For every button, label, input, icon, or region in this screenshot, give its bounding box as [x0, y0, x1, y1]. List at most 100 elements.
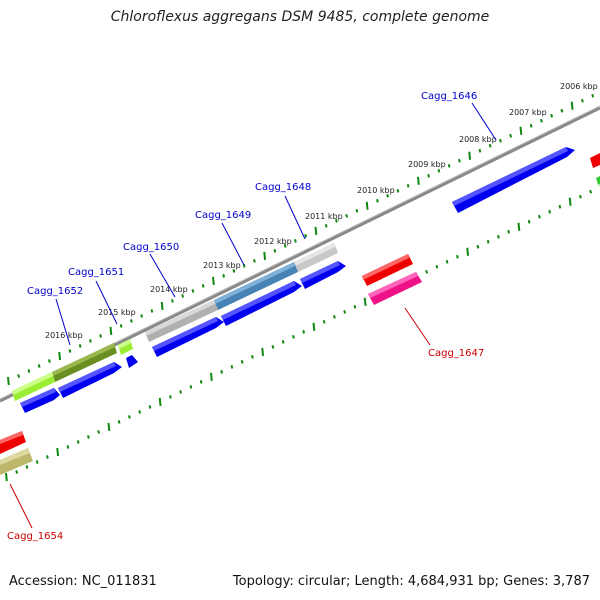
- outer-minor-tick: [591, 93, 595, 98]
- gene-red-left-edge[interactable]: [0, 431, 26, 454]
- outer-major-tick: [314, 226, 318, 235]
- inner-minor-tick: [486, 239, 490, 244]
- label-cagg-1654[interactable]: Cagg_1654: [7, 531, 63, 542]
- inner-minor-tick: [497, 234, 500, 239]
- outer-major-tick: [212, 276, 215, 285]
- gene-cagg-1654[interactable]: [0, 448, 33, 475]
- inner-major-tick: [107, 422, 111, 432]
- ruler-label-2016: 2016 kbp: [45, 331, 83, 340]
- outer-minor-tick: [78, 344, 82, 348]
- gene-blue-1649-forward[interactable]: [152, 317, 224, 357]
- inner-minor-tick: [476, 244, 480, 249]
- inner-minor-tick: [169, 395, 172, 399]
- inner-major-tick: [210, 372, 213, 381]
- outer-minor-tick: [509, 133, 513, 138]
- gene-blue-1647-forward[interactable]: [300, 261, 346, 289]
- ruler-label-2012: 2012 kbp: [254, 237, 292, 246]
- outer-minor-tick: [191, 289, 195, 293]
- leader-cagg-1646: [471, 102, 497, 141]
- gene-edge-red-top[interactable]: [590, 153, 600, 168]
- outer-minor-tick: [253, 259, 256, 263]
- inner-major-tick: [158, 397, 162, 407]
- label-cagg-1646[interactable]: Cagg_1646: [421, 91, 477, 102]
- outer-minor-tick: [283, 244, 287, 248]
- inner-minor-tick: [46, 455, 49, 459]
- gene-cagg-1649[interactable]: [214, 262, 298, 310]
- label-cagg-1647[interactable]: Cagg_1647: [428, 348, 484, 359]
- outer-major-tick: [519, 126, 523, 135]
- inner-minor-tick: [589, 189, 593, 194]
- outer-major-tick: [263, 251, 267, 260]
- inner-minor-tick: [179, 390, 183, 394]
- outer-major-tick: [109, 326, 113, 336]
- outer-major-tick: [417, 176, 420, 185]
- outer-minor-tick: [581, 98, 584, 103]
- inner-minor-tick: [199, 380, 203, 384]
- outer-minor-tick: [17, 374, 21, 378]
- outer-major-tick: [160, 301, 164, 311]
- ruler-label-2007: 2007 kbp: [509, 108, 547, 117]
- inner-minor-tick: [353, 304, 357, 309]
- inner-minor-tick: [527, 219, 531, 224]
- gene-cagg-1648[interactable]: [294, 243, 338, 272]
- inner-minor-tick: [148, 405, 152, 409]
- gene-blue-1651-forward[interactable]: [58, 362, 122, 398]
- outer-minor-tick: [560, 108, 564, 113]
- inner-minor-tick: [251, 355, 254, 359]
- gene-edge-green[interactable]: [596, 176, 600, 185]
- inner-minor-tick: [189, 385, 193, 389]
- outer-minor-tick: [488, 143, 492, 148]
- inner-minor-tick: [271, 345, 275, 349]
- outer-minor-tick: [294, 239, 297, 243]
- gene-cagg-unlabeled-green[interactable]: [12, 372, 55, 401]
- label-cagg-1650[interactable]: Cagg_1650: [123, 242, 179, 253]
- outer-minor-tick: [232, 269, 236, 273]
- outer-minor-tick: [376, 198, 379, 203]
- inner-minor-tick: [456, 254, 459, 259]
- label-cagg-1652[interactable]: Cagg_1652: [27, 286, 83, 297]
- gene-cagg-1646[interactable]: [452, 147, 575, 213]
- ruler-label-2013: 2013 kbp: [203, 261, 241, 270]
- gene-cagg-1651[interactable]: [118, 339, 133, 355]
- inner-minor-tick: [558, 204, 562, 209]
- map-title: Chloroflexus aggregans DSM 9485, complet…: [110, 9, 490, 25]
- accession-info: Accession: NC_011831: [9, 574, 157, 589]
- ruler-label-2006: 2006 kbp: [560, 82, 598, 91]
- outer-minor-tick: [458, 158, 461, 163]
- inner-major-tick: [56, 447, 60, 457]
- outer-minor-tick: [222, 274, 226, 278]
- inner-minor-tick: [435, 264, 439, 269]
- leader-cagg-1654: [9, 483, 33, 529]
- ruler-label-2008: 2008 kbp: [459, 135, 497, 144]
- label-cagg-1648[interactable]: Cagg_1648: [255, 182, 311, 193]
- gene-blue-1648-forward[interactable]: [221, 281, 302, 326]
- inner-minor-tick: [220, 370, 224, 374]
- inner-minor-tick: [579, 194, 582, 199]
- gene-red-reverse[interactable]: [362, 254, 413, 286]
- gene-cagg-1650[interactable]: [145, 300, 218, 342]
- ruler-ticks-outer: [7, 93, 595, 386]
- ruler-ticks-inner: [5, 185, 600, 482]
- gene-blue-small-forward[interactable]: [126, 355, 138, 368]
- gene-cagg-1647[interactable]: [368, 272, 422, 305]
- inner-minor-tick: [240, 360, 244, 364]
- inner-minor-tick: [87, 435, 90, 439]
- outer-minor-tick: [181, 294, 185, 298]
- gene-blue-1652-forward[interactable]: [20, 388, 60, 413]
- inner-minor-tick: [76, 440, 80, 444]
- outer-major-tick: [570, 101, 574, 110]
- outer-minor-tick: [273, 249, 277, 253]
- inner-minor-tick: [117, 420, 121, 424]
- leader-cagg-1651: [95, 280, 118, 325]
- gene-cagg-1652[interactable]: [52, 343, 117, 382]
- label-cagg-1649[interactable]: Cagg_1649: [195, 210, 251, 221]
- outer-minor-tick: [324, 224, 328, 228]
- outer-minor-tick: [171, 299, 174, 303]
- outer-major-tick: [58, 351, 62, 361]
- gene-label-leaders: [9, 102, 497, 529]
- leader-cagg-1647: [404, 307, 431, 346]
- label-cagg-1651[interactable]: Cagg_1651: [68, 267, 124, 278]
- outer-minor-tick: [130, 319, 133, 323]
